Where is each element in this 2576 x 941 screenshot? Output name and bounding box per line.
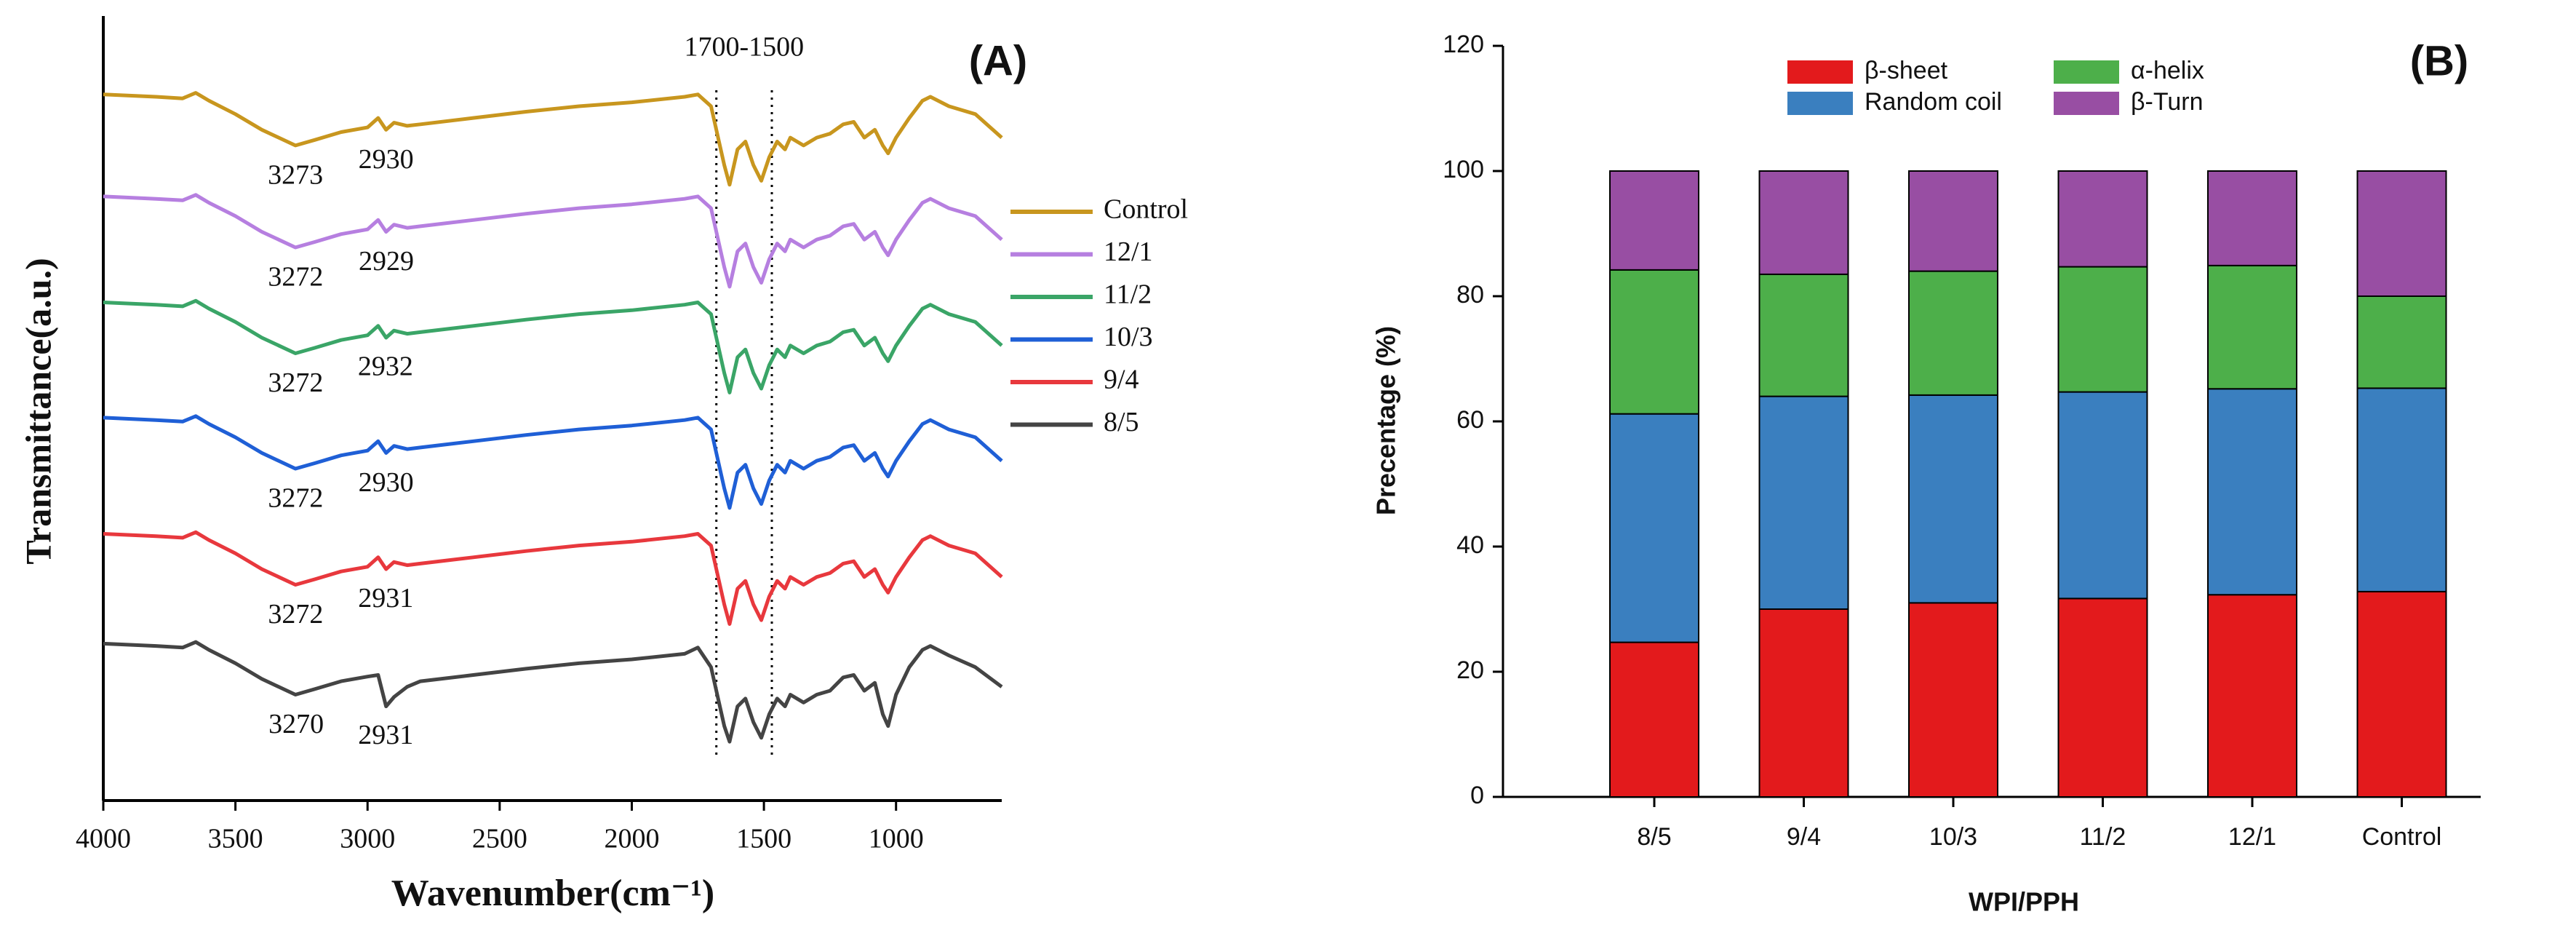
bar-segment: [1758, 273, 1849, 397]
legend-label: 9/4: [1104, 365, 1139, 395]
x-axis-label: Wavenumber(cm⁻¹): [391, 873, 715, 914]
legend-label: 11/2: [1104, 279, 1152, 310]
legend-swatch: [2054, 92, 2119, 115]
y-tick-label: 40: [1456, 531, 1484, 559]
legend-swatch: [1787, 60, 1853, 84]
bar-segment: [2356, 590, 2447, 798]
bar-segment: [2207, 388, 2297, 596]
bar-segment: [1908, 602, 1998, 798]
legend-label: β-sheet: [1865, 57, 1948, 84]
bar-segment: [2207, 264, 2297, 390]
spectrum-line: [103, 530, 1003, 626]
peak-label: 2930: [359, 144, 414, 175]
spectrum-line: [103, 414, 1003, 510]
bar-segment: [2356, 387, 2447, 592]
bar-segment: [1908, 270, 1998, 396]
x-tick-label: 3500: [208, 824, 263, 854]
legend-label: 8/5: [1104, 407, 1139, 437]
bar-segment: [1758, 170, 1849, 275]
bar-segment: [1758, 608, 1849, 798]
legend-swatch: [1787, 92, 1853, 115]
spectrum-line: [103, 640, 1003, 744]
peak-label: 3272: [268, 368, 323, 398]
peak-label: 3272: [268, 599, 323, 630]
x-tick-label: 8/5: [1637, 823, 1671, 851]
y-axis-label: Transmittance(a.u.): [17, 258, 58, 564]
y-tick-label: 100: [1443, 156, 1484, 183]
bar-segment: [1609, 641, 1699, 798]
spectrum-line: [103, 193, 1003, 289]
peak-label: 2930: [359, 467, 414, 498]
x-tick-label: 1500: [736, 824, 791, 854]
y-tick-label: 0: [1470, 782, 1484, 809]
y-tick-label: 60: [1456, 406, 1484, 434]
region-label: 1700-1500: [685, 32, 805, 63]
legend-label: α-helix: [2131, 57, 2204, 84]
x-tick-label: 10/3: [1929, 823, 1977, 851]
legend-label: 10/3: [1104, 322, 1153, 352]
y-tick-label: 80: [1456, 281, 1484, 309]
x-axis-label: WPI/PPH: [1969, 887, 2079, 917]
spectrum-line: [103, 91, 1003, 187]
x-tick-label: 3000: [340, 824, 395, 854]
x-tick-label: 4000: [76, 824, 131, 854]
bar-segment: [2356, 170, 2447, 297]
x-tick-label: 12/1: [2228, 823, 2276, 851]
peak-label: 3270: [268, 709, 324, 739]
peak-label: 3273: [268, 160, 323, 191]
peak-label: 3272: [268, 262, 323, 293]
bar-segment: [2207, 170, 2297, 266]
peak-label: 2932: [358, 352, 413, 382]
bar-segment: [2356, 295, 2447, 389]
panel-label: (B): [2410, 37, 2469, 84]
legend-swatch: [2054, 60, 2119, 84]
y-tick-label: 120: [1443, 31, 1484, 58]
bar-segment: [2207, 594, 2297, 798]
x-tick-label: Control: [2362, 823, 2442, 851]
bar-segment: [2057, 266, 2148, 393]
x-tick-label: 9/4: [1787, 823, 1821, 851]
legend-label: Random coil: [1865, 88, 2002, 116]
bar-segment: [2057, 391, 2148, 600]
bar-segment: [1758, 395, 1849, 610]
x-tick-label: 2000: [604, 824, 659, 854]
x-tick-label: 11/2: [2080, 823, 2126, 851]
bar-segment: [1908, 170, 1998, 272]
panel-label: (A): [969, 37, 1028, 84]
peak-label: 2931: [358, 720, 413, 750]
legend-label: Control: [1104, 194, 1188, 225]
y-tick-label: 20: [1456, 656, 1484, 684]
legend-label: 12/1: [1104, 237, 1153, 267]
legend-label: β-Turn: [2131, 88, 2204, 116]
bar-segment: [1908, 394, 1998, 604]
x-tick-label: 2500: [472, 824, 527, 854]
bar-segment: [1609, 170, 1699, 271]
peak-label: 2931: [358, 583, 413, 614]
bar-segment: [2057, 597, 2148, 798]
bar-segment: [2057, 170, 2148, 268]
bar-segment: [1609, 269, 1699, 415]
peak-label: 2929: [359, 246, 414, 277]
peak-label: 3272: [268, 483, 323, 514]
x-tick-label: 1000: [869, 824, 924, 854]
y-axis-label: Precentage (%): [1371, 326, 1401, 515]
bar-segment: [1609, 413, 1699, 643]
spectrum-line: [103, 298, 1003, 394]
